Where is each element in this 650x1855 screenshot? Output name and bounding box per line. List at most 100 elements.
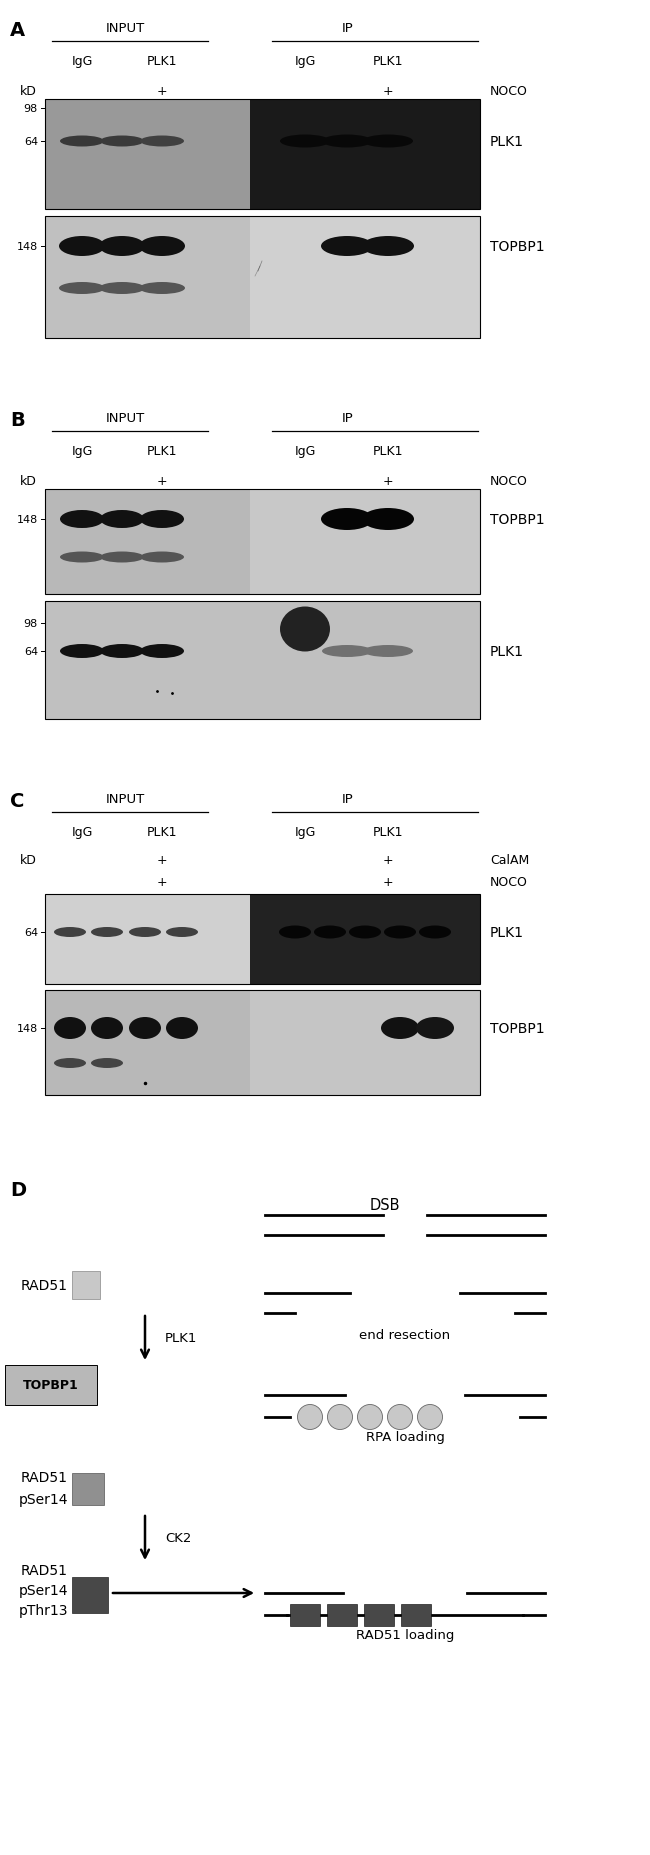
Ellipse shape [100,137,144,147]
Ellipse shape [279,926,311,939]
Text: IgG: IgG [294,445,316,458]
Text: end resection: end resection [359,1328,450,1341]
Ellipse shape [280,135,330,148]
Text: pSer14: pSer14 [18,1491,68,1506]
Text: PLK1: PLK1 [490,646,524,659]
Text: PLK1: PLK1 [490,926,524,939]
Text: IgG: IgG [72,825,93,838]
Ellipse shape [140,137,184,147]
Text: INPUT: INPUT [105,22,144,35]
Ellipse shape [166,928,198,937]
Text: PLK1: PLK1 [372,825,403,838]
Ellipse shape [60,646,104,659]
Ellipse shape [99,237,145,256]
Text: kD: kD [20,853,36,866]
Ellipse shape [59,282,105,295]
Bar [45,991,480,1096]
Bar [250,601,480,720]
Ellipse shape [322,135,372,148]
Ellipse shape [100,646,144,659]
Text: +: + [157,853,167,866]
Text: kD: kD [20,85,36,98]
Text: TOPBP1: TOPBP1 [490,1022,545,1035]
Text: 148: 148 [17,241,38,252]
Ellipse shape [59,237,105,256]
Bar [45,100,250,210]
Text: 148: 148 [17,1024,38,1033]
Bar [72,1271,100,1298]
Ellipse shape [139,237,185,256]
Text: 64: 64 [24,647,38,657]
Bar [5,1365,97,1406]
Ellipse shape [60,137,104,147]
Text: kD: kD [20,475,36,488]
Text: RPA loading: RPA loading [365,1430,445,1443]
Ellipse shape [140,510,184,529]
Ellipse shape [129,1017,161,1039]
Text: PLK1: PLK1 [147,445,177,458]
Bar [250,100,480,210]
Circle shape [387,1404,413,1430]
Ellipse shape [419,926,451,939]
Ellipse shape [140,646,184,659]
Bar [250,991,480,1096]
Bar [45,601,480,720]
Text: +: + [157,876,167,889]
Text: 64: 64 [24,137,38,147]
Ellipse shape [99,282,145,295]
Text: NOCO: NOCO [490,876,528,889]
Text: +: + [383,876,393,889]
Text: RAD51: RAD51 [21,1564,68,1577]
Ellipse shape [322,646,372,659]
Bar [364,1605,394,1627]
Bar [45,894,480,985]
Ellipse shape [100,553,144,564]
Text: PLK1: PLK1 [490,135,524,148]
Ellipse shape [166,1017,198,1039]
Text: IgG: IgG [72,56,93,69]
Text: IP: IP [342,412,354,425]
Ellipse shape [91,928,123,937]
Bar [327,1605,357,1627]
Text: IgG: IgG [72,445,93,458]
Text: 148: 148 [17,514,38,525]
Text: CalAM: CalAM [490,853,529,866]
Text: 98: 98 [24,104,38,113]
Bar [45,894,250,985]
Ellipse shape [363,646,413,659]
Text: PLK1: PLK1 [147,825,177,838]
Bar [45,490,480,595]
Text: RAD51: RAD51 [21,1278,68,1293]
Ellipse shape [54,1059,86,1068]
Text: INPUT: INPUT [105,412,144,425]
Text: DSB: DSB [370,1198,400,1213]
Text: +: + [157,475,167,488]
Text: B: B [10,410,25,430]
Bar [250,894,480,985]
Text: D: D [10,1180,26,1200]
Text: PLK1: PLK1 [147,56,177,69]
Bar [45,100,480,210]
Ellipse shape [129,928,161,937]
Ellipse shape [321,508,373,531]
Text: IP: IP [342,794,354,807]
Circle shape [328,1404,352,1430]
Ellipse shape [362,237,414,256]
Ellipse shape [384,926,416,939]
Ellipse shape [381,1017,419,1039]
Ellipse shape [54,1017,86,1039]
Ellipse shape [140,553,184,564]
Text: 98: 98 [24,620,38,629]
Text: pSer14: pSer14 [18,1582,68,1597]
Text: IgG: IgG [294,825,316,838]
Ellipse shape [60,553,104,564]
Bar [72,1577,108,1614]
Bar [45,601,250,720]
Text: +: + [383,853,393,866]
Text: PLK1: PLK1 [372,445,403,458]
Ellipse shape [349,926,381,939]
Ellipse shape [321,237,373,256]
Circle shape [417,1404,443,1430]
Bar [290,1605,320,1627]
Bar [45,217,250,339]
